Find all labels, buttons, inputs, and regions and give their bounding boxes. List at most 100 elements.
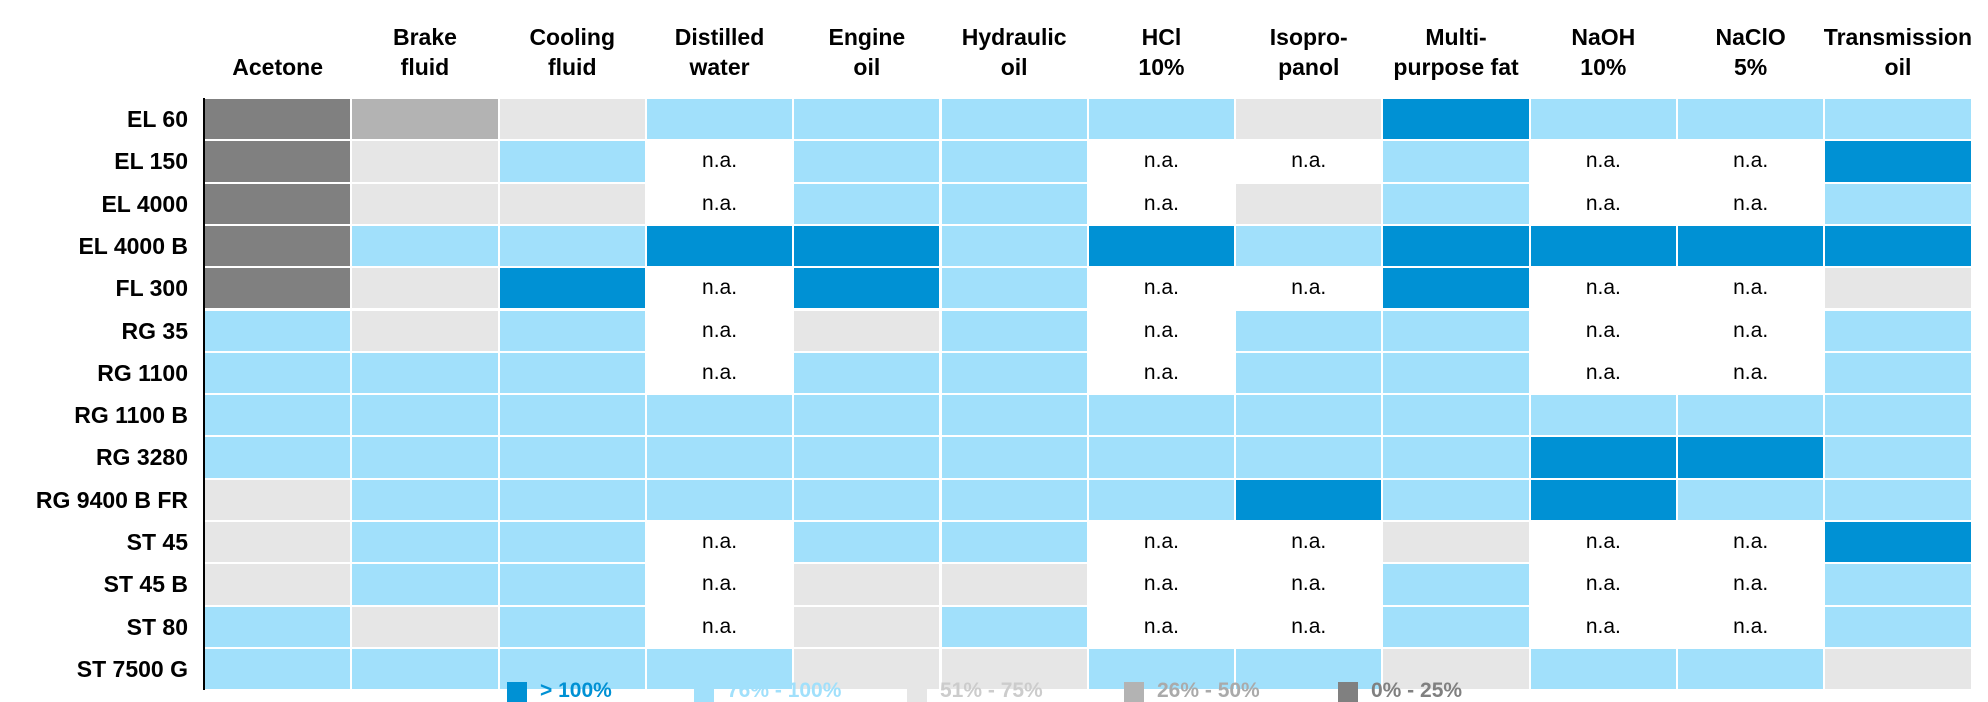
rating-cell: [205, 437, 351, 478]
rating-cell: [794, 479, 940, 520]
rating-cell: [1825, 479, 1971, 520]
rating-cell: [499, 268, 645, 309]
na-cell: n.a.: [1733, 530, 1769, 554]
rating-cell: [1825, 310, 1971, 351]
rating-cell: [205, 395, 351, 436]
rating-cell: [1236, 225, 1382, 267]
rating-cell: [646, 99, 793, 140]
rating-cell: [646, 479, 793, 520]
na-cell: n.a.: [1733, 360, 1769, 384]
table-left-border: [203, 98, 205, 691]
rating-cell: [1383, 141, 1529, 182]
rating-cell: [941, 437, 1087, 478]
legend-label: > 100%: [540, 679, 612, 702]
rating-cell: [1088, 99, 1235, 140]
rating-cell: [1530, 395, 1676, 436]
column-header: Brake fluid: [392, 24, 457, 80]
rating-cell: [1383, 183, 1529, 224]
legend-label: 26% - 50%: [1157, 679, 1260, 702]
rating-cell: [499, 141, 645, 182]
rating-cell: [352, 183, 498, 224]
na-cell: n.a.: [1585, 191, 1621, 215]
legend-swatch: [507, 682, 527, 702]
row-label: ST 45 B: [103, 571, 188, 598]
rating-cell: [1383, 352, 1529, 394]
na-cell: n.a.: [1585, 614, 1621, 638]
rating-cell: [1825, 606, 1971, 647]
rating-cell: [205, 522, 351, 563]
row-label: EL 4000 B: [78, 232, 188, 259]
column-header: Isopro- panol: [1269, 24, 1348, 80]
rating-cell: [499, 522, 645, 563]
na-cell: n.a.: [1733, 191, 1769, 215]
row-label: EL 60: [127, 106, 188, 132]
rating-cell: [941, 99, 1087, 140]
rating-cell: [1236, 99, 1382, 140]
column-header: Distilled water: [674, 24, 765, 80]
rating-cell: [646, 648, 793, 690]
rating-cell: [1383, 225, 1529, 267]
rating-cell: [352, 141, 498, 182]
rating-cell: [941, 183, 1087, 224]
rating-cell: [1530, 648, 1676, 690]
rating-cell: [205, 310, 351, 351]
column-header: Transmission oil: [1823, 24, 1973, 80]
rating-cell: [352, 395, 498, 436]
rating-cell: [1678, 479, 1824, 520]
rating-cell: [794, 522, 940, 563]
rating-cell: [1678, 395, 1824, 436]
na-cell: n.a.: [702, 614, 738, 638]
rating-cell: [205, 479, 351, 520]
rating-cell: [1383, 564, 1529, 605]
na-cell: n.a.: [1291, 572, 1327, 596]
rating-cell: [1236, 437, 1382, 478]
rating-cell: [499, 310, 645, 351]
rating-cell: [352, 564, 498, 605]
rating-cell: [352, 522, 498, 563]
na-cell: n.a.: [1733, 572, 1769, 596]
na-cell: n.a.: [702, 276, 738, 300]
rating-cell: [941, 479, 1087, 520]
na-cell: n.a.: [1585, 276, 1621, 300]
na-cell: n.a.: [1143, 318, 1179, 342]
rating-cell: [352, 479, 498, 520]
rating-cell: [1530, 479, 1676, 520]
rating-cell: [794, 268, 940, 309]
rating-cell: [1825, 268, 1971, 309]
rating-cell: [499, 99, 645, 140]
column-header: NaOH 10%: [1571, 24, 1636, 80]
rating-cell: [205, 352, 351, 394]
rating-cell: [1383, 522, 1529, 563]
rating-cell: [352, 268, 498, 309]
rating-cell: [205, 225, 351, 267]
rating-cell: [1825, 352, 1971, 394]
rating-cell: [1383, 395, 1529, 436]
rating-cell: [205, 268, 351, 309]
na-cell: n.a.: [1585, 318, 1621, 342]
column-header: HCl 10%: [1138, 24, 1185, 80]
rating-cell: [1088, 395, 1235, 436]
rating-cell: [1383, 648, 1529, 690]
row-label: FL 300: [115, 275, 188, 302]
na-cell: n.a.: [1291, 149, 1327, 173]
rating-cell: [352, 437, 498, 478]
rating-cell: [646, 437, 793, 478]
na-cell: n.a.: [1143, 530, 1179, 554]
rating-cell: [1383, 310, 1529, 351]
rating-cell: [352, 606, 498, 647]
legend-swatch: [1338, 682, 1358, 702]
legend-label: 51% - 75%: [940, 679, 1043, 702]
rating-cell: [794, 352, 940, 394]
rating-cell: [499, 183, 645, 224]
rating-cell: [941, 310, 1087, 351]
rating-cell: [352, 352, 498, 394]
rating-cell: [941, 522, 1087, 563]
rating-cell: [1088, 479, 1235, 520]
rating-cell: [1825, 437, 1971, 478]
column-header: Hydraulic oil: [961, 24, 1067, 80]
column-header: Multi- purpose fat: [1393, 24, 1519, 80]
na-cell: n.a.: [702, 530, 738, 554]
rating-cell: [1530, 99, 1676, 140]
legend-label: 0% - 25%: [1371, 679, 1463, 702]
rating-cell: [1088, 648, 1235, 690]
